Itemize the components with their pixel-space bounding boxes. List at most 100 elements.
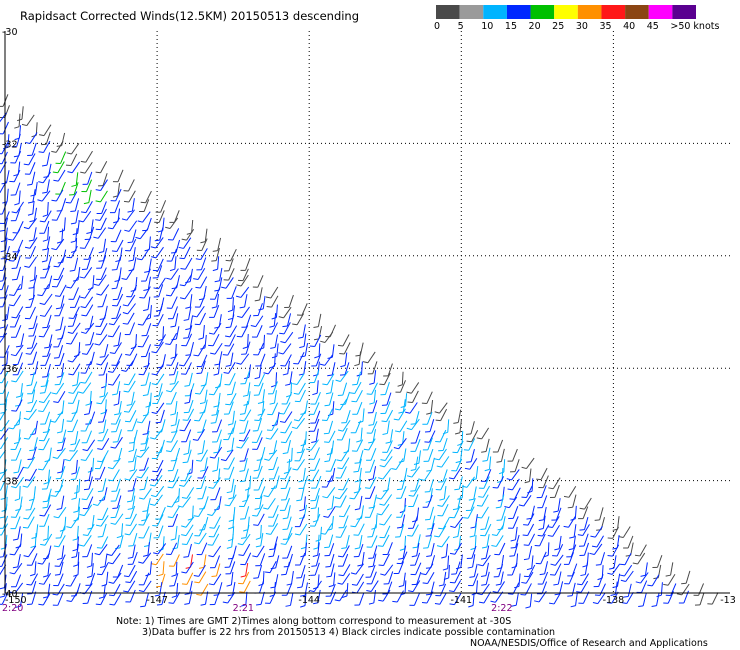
wind-barb-flag — [394, 430, 401, 433]
wind-barb-flag — [37, 562, 43, 565]
wind-barb-flag — [368, 602, 374, 605]
wind-barb — [100, 392, 109, 404]
wind-barb — [142, 211, 151, 223]
wind-barb-flag — [398, 411, 404, 414]
wind-barb — [128, 564, 136, 577]
wind-barb — [91, 552, 93, 566]
wind-barb — [332, 401, 335, 415]
time-label: 2:20 — [2, 603, 23, 614]
wind-barb-flag — [226, 450, 232, 453]
wind-barb-flag — [97, 448, 103, 450]
wind-barb-flag — [268, 555, 274, 558]
wind-barb — [557, 498, 561, 512]
wind-barb-flag — [80, 459, 86, 461]
wind-barb — [256, 545, 265, 558]
wind-barb — [200, 360, 206, 374]
wind-barb-flag — [634, 554, 641, 557]
wind-barb — [85, 418, 92, 432]
wind-barb — [172, 506, 180, 518]
wind-barb — [198, 564, 206, 577]
wind-barb — [470, 498, 476, 511]
wind-barb-flag — [466, 440, 472, 443]
wind-barb-flag — [128, 460, 134, 463]
wind-barb-flag — [179, 284, 185, 287]
wind-barb — [85, 361, 92, 374]
wind-barb-flag — [337, 429, 344, 432]
wind-barb — [27, 456, 36, 469]
wind-barb-flag — [492, 591, 498, 593]
wind-barb — [483, 591, 492, 604]
wind-barb — [111, 544, 120, 556]
wind-barb — [184, 468, 192, 481]
colorbar — [436, 5, 696, 19]
wind-barb-flag — [226, 546, 232, 549]
wind-barb — [33, 207, 38, 221]
wind-barb-flag — [139, 296, 145, 299]
wind-barb-flag — [42, 191, 48, 194]
wind-barb — [515, 592, 519, 606]
wind-barb — [612, 526, 619, 539]
wind-barb-flag — [554, 548, 560, 551]
wind-barb — [104, 553, 108, 567]
wind-barb — [314, 513, 321, 527]
wind-barb-flag — [496, 567, 502, 570]
wind-barb — [43, 514, 50, 527]
wind-barb — [100, 217, 107, 230]
wind-barb-flag — [647, 584, 653, 587]
wind-barb — [228, 401, 234, 415]
wind-barb — [201, 354, 208, 367]
wind-barb-flag — [296, 499, 302, 502]
wind-barb — [213, 525, 220, 538]
wind-barb — [73, 182, 79, 195]
wind-barb — [183, 246, 191, 259]
wind-barb-flag — [153, 287, 159, 290]
wind-barb-flag — [193, 354, 199, 357]
wind-barb — [1, 277, 7, 290]
wind-barb — [115, 513, 124, 525]
wind-barb-flag — [325, 392, 332, 395]
wind-barb — [527, 513, 535, 526]
wind-barb — [105, 571, 109, 585]
wind-barb-flag — [449, 590, 455, 593]
wind-barb — [43, 391, 52, 403]
wind-barb-flag — [137, 345, 143, 348]
wind-barb — [328, 534, 334, 548]
wind-barb-flag — [467, 566, 473, 569]
wind-barb — [35, 524, 39, 538]
wind-barb-flag — [439, 498, 445, 501]
wind-barb — [114, 342, 122, 354]
wind-barb-flag — [319, 363, 325, 366]
wind-barb — [386, 392, 392, 406]
wind-barb — [15, 437, 22, 450]
wind-barb — [287, 526, 293, 540]
colorbar-label: 15 — [504, 21, 517, 32]
wind-barb-flag — [51, 247, 57, 251]
wind-barb — [92, 457, 95, 471]
wind-barb — [156, 459, 164, 472]
wind-barb — [286, 391, 293, 405]
wind-barb — [358, 523, 365, 536]
wind-barb — [542, 571, 549, 585]
wind-barb-flag — [9, 553, 15, 556]
wind-barb — [313, 447, 320, 460]
wind-barb — [44, 305, 53, 317]
wind-barb — [626, 591, 634, 604]
wind-barb — [541, 581, 548, 594]
wind-barb — [243, 409, 252, 422]
wind-barb — [85, 449, 94, 461]
wind-barb — [299, 389, 306, 402]
wind-barb — [258, 477, 264, 491]
wind-barb-flag — [255, 545, 261, 548]
wind-barb — [416, 571, 422, 585]
wind-barb — [439, 583, 447, 596]
wind-barb-flag — [491, 534, 497, 537]
wind-barb — [557, 571, 562, 585]
wind-barb-flag — [57, 412, 63, 416]
wind-barb-flag — [253, 524, 259, 526]
wind-barb — [34, 561, 37, 575]
wind-barb — [299, 552, 306, 566]
wind-barb — [656, 592, 660, 606]
wind-barb-flag — [129, 441, 135, 444]
wind-barb — [466, 476, 475, 488]
wind-barb-flag — [25, 141, 31, 144]
